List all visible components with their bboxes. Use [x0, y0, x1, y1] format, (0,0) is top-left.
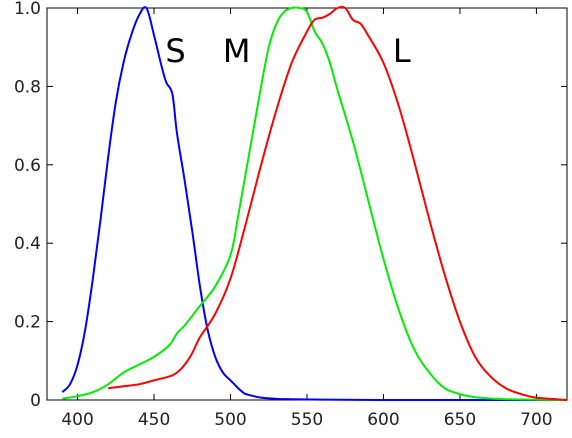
x-tick-label: 450	[138, 410, 170, 430]
series-line-1	[62, 6, 568, 401]
y-tick-label: 1.0	[14, 0, 41, 19]
series-line-2	[108, 5, 568, 401]
x-axis: 400 450 500 550 600 650 700	[61, 8, 553, 430]
curve-label: S	[165, 32, 185, 70]
y-tick-label: 0.6	[14, 156, 41, 176]
x-tick-label: 600	[367, 410, 399, 430]
x-tick-label: 650	[444, 410, 476, 430]
y-tick-label: 0.2	[14, 313, 41, 333]
x-tick-label: 550	[291, 410, 323, 430]
y-tick-label: 0	[30, 391, 41, 411]
x-tick-label: 400	[61, 410, 93, 430]
series-line-0	[61, 6, 567, 402]
x-tick-label: 700	[520, 410, 552, 430]
y-tick-label: 0.8	[14, 77, 41, 97]
plot-frame	[46, 7, 568, 401]
y-axis: 0 0.2 0.4 0.6 0.8 1.0	[14, 0, 567, 411]
curve-label: L	[393, 32, 411, 70]
y-tick-label: 0.4	[14, 234, 41, 254]
curve-label: M	[223, 32, 251, 70]
series-layer	[61, 5, 568, 402]
x-tick-label: 500	[214, 410, 246, 430]
